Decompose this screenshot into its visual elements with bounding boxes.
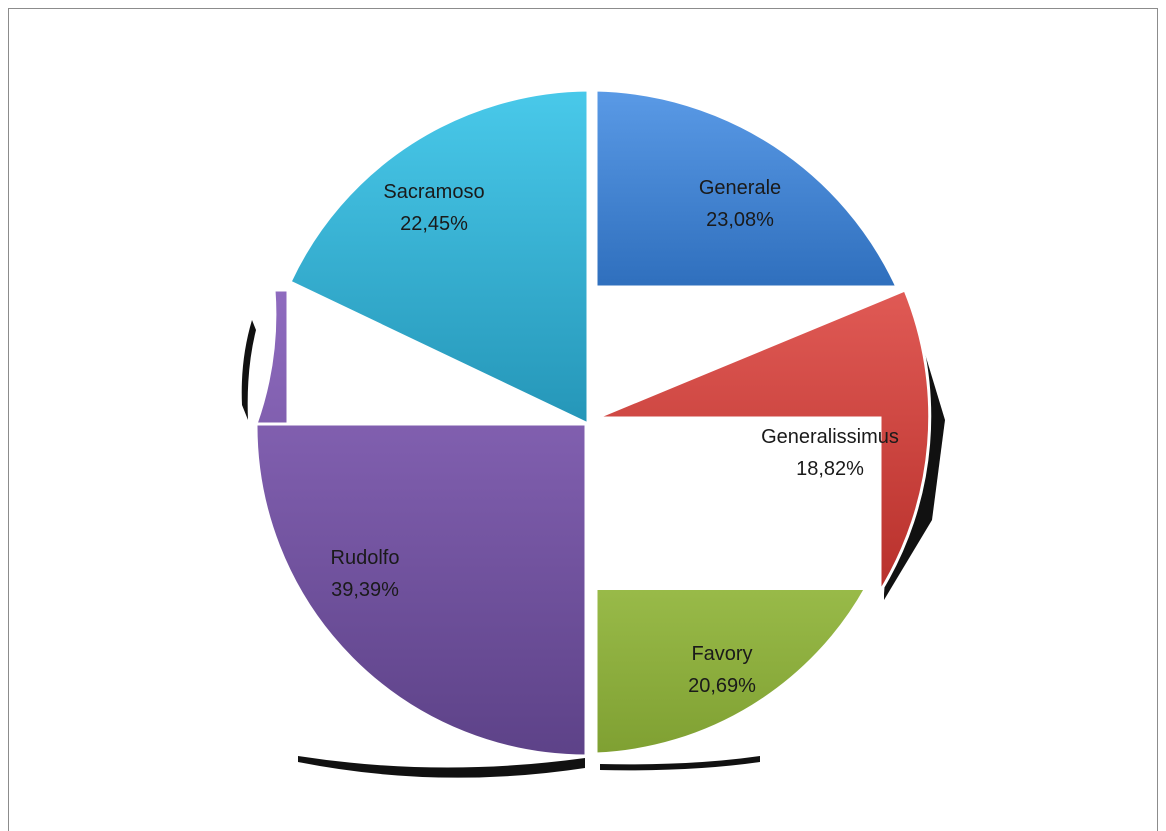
slice-shadow-rudolfo: [298, 756, 585, 778]
pie-slices: [253, 88, 932, 758]
label-value-rudolfo: 39,39%: [331, 579, 399, 601]
label-value-generale: 23,08%: [706, 209, 774, 231]
label-name-generalissimus: Generalissimus: [761, 426, 899, 448]
cutout-generalissimus: [597, 420, 880, 590]
cutout-sacramoso: [288, 290, 586, 422]
slice-generale: [594, 88, 900, 289]
label-value-sacramoso: 22,45%: [400, 213, 468, 235]
label-value-generalissimus: 18,82%: [796, 458, 864, 480]
cutout-generale: [597, 288, 894, 416]
label-name-favory: Favory: [691, 643, 752, 665]
label-name-rudolfo: Rudolfo: [331, 547, 400, 569]
slice-labels: Generale 23,08% Generalissimus 18,82% Fa…: [331, 177, 899, 697]
slice-sacramoso: [288, 88, 590, 427]
slice-generalissimus: [595, 288, 932, 598]
label-value-favory: 20,69%: [688, 675, 756, 697]
label-name-sacramoso: Sacramoso: [383, 181, 484, 203]
slice-shadow-left-rim: [241, 320, 256, 420]
label-name-generale: Generale: [699, 177, 781, 199]
slice-shadow-favory: [600, 756, 760, 771]
slice-rudolfo: [253, 288, 588, 758]
